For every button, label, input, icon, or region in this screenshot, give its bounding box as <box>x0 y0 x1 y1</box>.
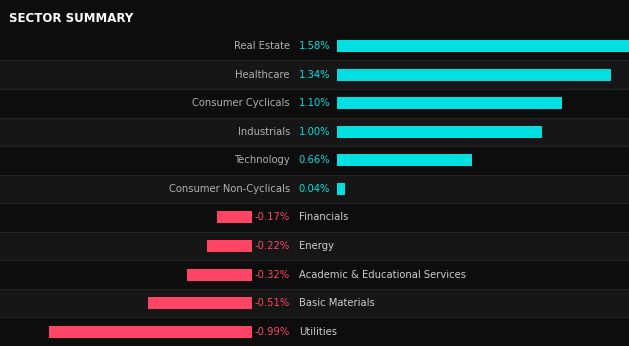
Bar <box>0 260 629 289</box>
Text: 0.04%: 0.04% <box>299 184 330 194</box>
Text: 1.00%: 1.00% <box>299 127 330 137</box>
Text: -0.99%: -0.99% <box>255 327 290 337</box>
Bar <box>207 240 252 252</box>
Bar <box>0 232 629 260</box>
Text: Technology: Technology <box>234 155 290 165</box>
Text: Utilities: Utilities <box>299 327 337 337</box>
Bar <box>49 326 252 338</box>
Bar <box>0 61 629 89</box>
Text: 1.58%: 1.58% <box>299 41 330 51</box>
Bar <box>0 89 629 118</box>
Text: 1.34%: 1.34% <box>299 70 330 80</box>
Text: SECTOR SUMMARY: SECTOR SUMMARY <box>9 12 133 25</box>
Text: Academic & Educational Services: Academic & Educational Services <box>299 270 466 280</box>
Bar <box>337 69 611 81</box>
Bar <box>187 268 252 281</box>
Bar <box>0 32 629 61</box>
Text: Consumer Cyclicals: Consumer Cyclicals <box>192 98 290 108</box>
Bar <box>148 297 252 309</box>
Bar <box>0 175 629 203</box>
Bar <box>0 118 629 146</box>
Text: Financials: Financials <box>299 212 348 222</box>
Bar <box>0 203 629 232</box>
Text: Consumer Non-Cyclicals: Consumer Non-Cyclicals <box>169 184 290 194</box>
Text: -0.51%: -0.51% <box>255 298 290 308</box>
Text: Healthcare: Healthcare <box>235 70 290 80</box>
Bar <box>337 183 345 195</box>
Bar <box>337 97 562 109</box>
Text: Energy: Energy <box>299 241 334 251</box>
Bar <box>337 126 542 138</box>
Text: 1.10%: 1.10% <box>299 98 330 108</box>
Text: 0.66%: 0.66% <box>299 155 330 165</box>
Text: Real Estate: Real Estate <box>234 41 290 51</box>
Text: Industrials: Industrials <box>238 127 290 137</box>
Text: -0.17%: -0.17% <box>255 212 290 222</box>
Text: -0.22%: -0.22% <box>255 241 290 251</box>
Bar <box>0 317 629 346</box>
Bar <box>337 40 629 52</box>
Bar <box>337 154 472 166</box>
Text: Basic Materials: Basic Materials <box>299 298 374 308</box>
Bar <box>0 289 629 317</box>
Text: -0.32%: -0.32% <box>255 270 290 280</box>
Bar <box>218 211 252 224</box>
Bar <box>0 146 629 175</box>
